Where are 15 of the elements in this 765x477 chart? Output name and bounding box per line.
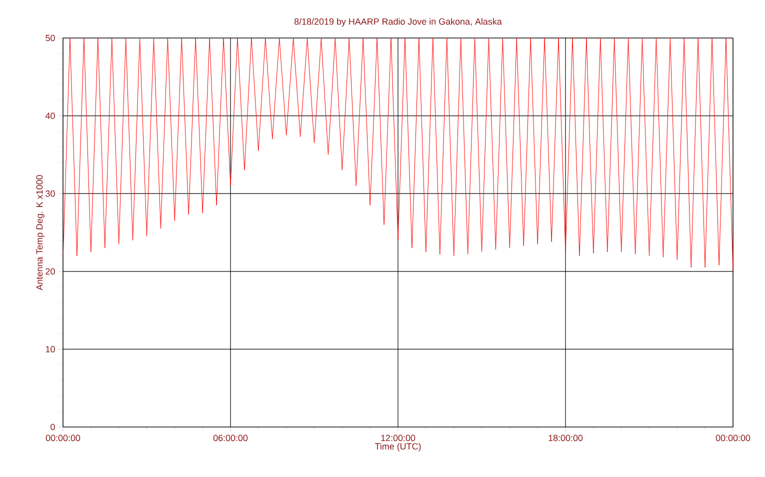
chart-title: 8/18/2019 by HAARP Radio Jove in Gakona, Alaska xyxy=(294,18,502,26)
x-axis-title: Time (UTC) xyxy=(374,442,421,452)
line-series xyxy=(63,38,734,272)
y-tick-label: 30 xyxy=(46,190,55,197)
y-tick-label: 10 xyxy=(46,346,55,352)
y-tick-label: 40 xyxy=(45,112,55,119)
x-tick-label: 00:00:00 xyxy=(716,434,750,442)
x-tick-label: 18:00:00 xyxy=(548,434,583,442)
y-tick-label: 50 xyxy=(46,34,55,42)
x-tick-label: 12:00:00 xyxy=(381,434,416,442)
y-tick-label: 20 xyxy=(46,268,55,275)
y-tick-label: 0 xyxy=(50,424,55,430)
x-tick-label: 00:00:00 xyxy=(46,434,80,442)
x-tick-label: 06:00:00 xyxy=(213,434,248,442)
y-axis-title: Antenna Temp Deg. K x1000 xyxy=(36,175,44,290)
